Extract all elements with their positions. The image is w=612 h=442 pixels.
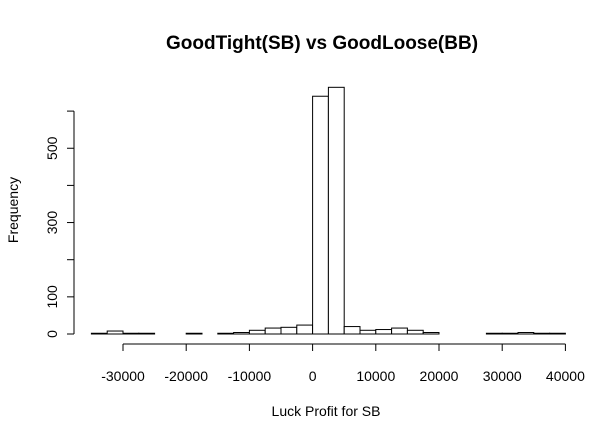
x-tick-label: 40000 <box>546 368 585 384</box>
x-tick-label: 0 <box>309 368 317 384</box>
y-tick-label: 500 <box>44 136 60 160</box>
histogram-bar <box>185 332 203 335</box>
histogram-bar <box>517 332 535 335</box>
histogram-bar <box>233 332 250 335</box>
histogram-bar <box>106 330 124 335</box>
y-axis: 0 100 300 500 <box>44 110 75 338</box>
histogram-bar <box>485 332 503 335</box>
y-tick-label: 100 <box>44 285 60 309</box>
x-tick-label: -30000 <box>101 368 145 384</box>
chart-title: GoodTight(SB) vs GoodLoose(BB) <box>166 33 478 54</box>
histogram-bar <box>296 324 314 335</box>
histogram-bar <box>549 332 566 335</box>
histogram-bar <box>375 329 393 335</box>
histogram-bar <box>248 329 266 335</box>
x-tick-label: 30000 <box>483 368 522 384</box>
x-axis-label: Luck Profit for SB <box>272 403 381 419</box>
y-tick-label: 0 <box>44 330 60 338</box>
histogram-bar <box>533 332 551 335</box>
histogram-bar <box>406 329 424 335</box>
histogram-bar <box>264 327 282 335</box>
x-tick-label: -10000 <box>228 368 272 384</box>
histogram-bar <box>501 332 519 335</box>
histogram-bar <box>90 332 108 335</box>
y-tick-label: 300 <box>44 211 60 235</box>
histogram-bar <box>138 332 156 335</box>
histogram-bar <box>280 326 298 335</box>
histogram-bar <box>122 332 140 335</box>
histogram-bar <box>217 332 235 335</box>
x-tick-label: 10000 <box>356 368 395 384</box>
x-tick-label: 20000 <box>420 368 459 384</box>
histogram-bar <box>343 326 361 335</box>
x-axis: -30000 -20000 -10000 0 10000 20000 30000 40000 <box>101 343 585 384</box>
histogram-bar <box>391 327 408 335</box>
histogram-bar <box>327 86 345 335</box>
x-tick-label: -20000 <box>164 368 208 384</box>
histogram-bars <box>90 86 566 335</box>
histogram-bar <box>422 332 440 335</box>
y-axis-label: Frequency <box>5 177 21 243</box>
histogram-bar <box>312 95 329 335</box>
histogram-bar <box>359 329 377 335</box>
